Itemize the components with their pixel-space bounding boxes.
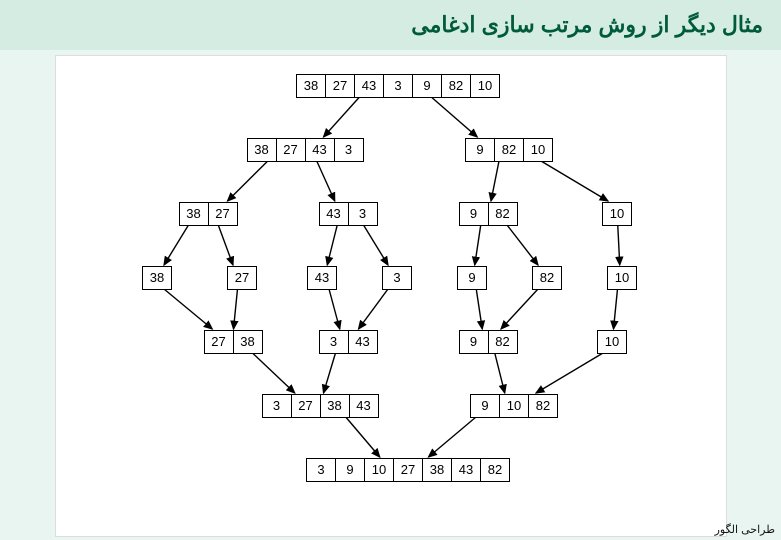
edge-arrow [614, 289, 618, 329]
array-cell: 43 [354, 74, 384, 98]
array-cell: 9 [459, 202, 489, 226]
array-cell: 38 [142, 266, 172, 290]
edge-arrow [364, 225, 389, 265]
array-cell: 38 [233, 330, 263, 354]
array-cell: 43 [319, 202, 349, 226]
edge-arrow [475, 225, 481, 265]
diagram-canvas: 3827433982103827433982103827433982103827… [55, 55, 727, 537]
array-node: 98210 [465, 138, 553, 162]
array-cell: 82 [488, 330, 518, 354]
array-cell: 10 [523, 138, 553, 162]
array-cell: 38 [422, 458, 452, 482]
array-cell: 43 [305, 138, 335, 162]
array-node: 3273843 [262, 394, 379, 418]
array-cell: 10 [499, 394, 529, 418]
array-cell: 38 [320, 394, 350, 418]
edge-arrow [618, 225, 620, 265]
array-cell: 9 [335, 458, 365, 482]
edge-arrow [346, 417, 380, 457]
array-node: 9 [457, 266, 487, 290]
edge-arrow [541, 161, 608, 201]
array-cell: 9 [412, 74, 442, 98]
array-cell: 10 [470, 74, 500, 98]
array-cell: 3 [383, 74, 413, 98]
array-node: 43 [307, 266, 337, 290]
array-node: 10 [597, 330, 627, 354]
array-cell: 82 [480, 458, 510, 482]
edge-arrow [317, 161, 335, 201]
array-cell: 27 [204, 330, 234, 354]
array-node: 82 [532, 266, 562, 290]
array-cell: 43 [307, 266, 337, 290]
array-cell: 27 [276, 138, 306, 162]
array-node: 3 [382, 266, 412, 290]
edge-arrow [495, 353, 505, 393]
array-node: 391027384382 [306, 458, 510, 482]
edge-arrow [234, 289, 238, 329]
array-cell: 10 [602, 202, 632, 226]
edge-arrow [329, 289, 340, 329]
edge-arrow [536, 353, 603, 393]
array-cell: 38 [247, 138, 277, 162]
array-cell: 38 [296, 74, 326, 98]
edge-arrow [253, 353, 295, 393]
array-cell: 27 [208, 202, 238, 226]
edge-arrow [431, 97, 477, 137]
array-cell: 27 [393, 458, 423, 482]
array-node: 343 [319, 330, 378, 354]
array-node: 27 [227, 266, 257, 290]
edge-arrow [164, 225, 189, 265]
array-node: 2738 [204, 330, 263, 354]
array-cell: 82 [532, 266, 562, 290]
edge-arrow [507, 225, 538, 265]
edge-arrow [491, 161, 499, 201]
array-node: 3827 [179, 202, 238, 226]
array-node: 10 [607, 266, 637, 290]
array-cell: 10 [597, 330, 627, 354]
array-cell: 10 [607, 266, 637, 290]
array-cell: 27 [291, 394, 321, 418]
array-node: 38 [142, 266, 172, 290]
array-node: 3827433 [247, 138, 364, 162]
array-cell: 9 [459, 330, 489, 354]
array-cell: 82 [528, 394, 558, 418]
array-cell: 3 [382, 266, 412, 290]
array-cell: 82 [441, 74, 471, 98]
array-node: 382743398210 [296, 74, 500, 98]
array-cell: 38 [179, 202, 209, 226]
edge-arrow [501, 289, 538, 329]
array-cell: 3 [262, 394, 292, 418]
array-cell: 3 [319, 330, 349, 354]
edge-arrow [359, 289, 389, 329]
array-cell: 3 [348, 202, 378, 226]
array-cell: 43 [349, 394, 379, 418]
array-cell: 27 [325, 74, 355, 98]
edge-arrow [324, 353, 336, 393]
edge-arrow [429, 417, 477, 457]
array-cell: 3 [306, 458, 336, 482]
array-cell: 43 [348, 330, 378, 354]
edge-arrow [324, 97, 360, 137]
footer-text: طراحی الگور [715, 523, 775, 536]
page-title: مثال دیگر از روش مرتب سازی ادغامی [0, 0, 781, 50]
array-cell: 9 [470, 394, 500, 418]
array-cell: 10 [364, 458, 394, 482]
array-cell: 82 [494, 138, 524, 162]
edge-arrow [164, 289, 212, 329]
array-node: 982 [459, 330, 518, 354]
array-cell: 82 [488, 202, 518, 226]
array-cell: 9 [465, 138, 495, 162]
array-node: 10 [602, 202, 632, 226]
array-cell: 43 [451, 458, 481, 482]
edge-arrow [218, 225, 233, 265]
edge-arrow [228, 161, 268, 201]
array-cell: 27 [227, 266, 257, 290]
edge-arrow [476, 289, 482, 329]
array-cell: 9 [457, 266, 487, 290]
array-node: 91082 [470, 394, 558, 418]
array-node: 982 [459, 202, 518, 226]
edge-arrow [327, 225, 337, 265]
array-node: 433 [319, 202, 378, 226]
array-cell: 3 [334, 138, 364, 162]
